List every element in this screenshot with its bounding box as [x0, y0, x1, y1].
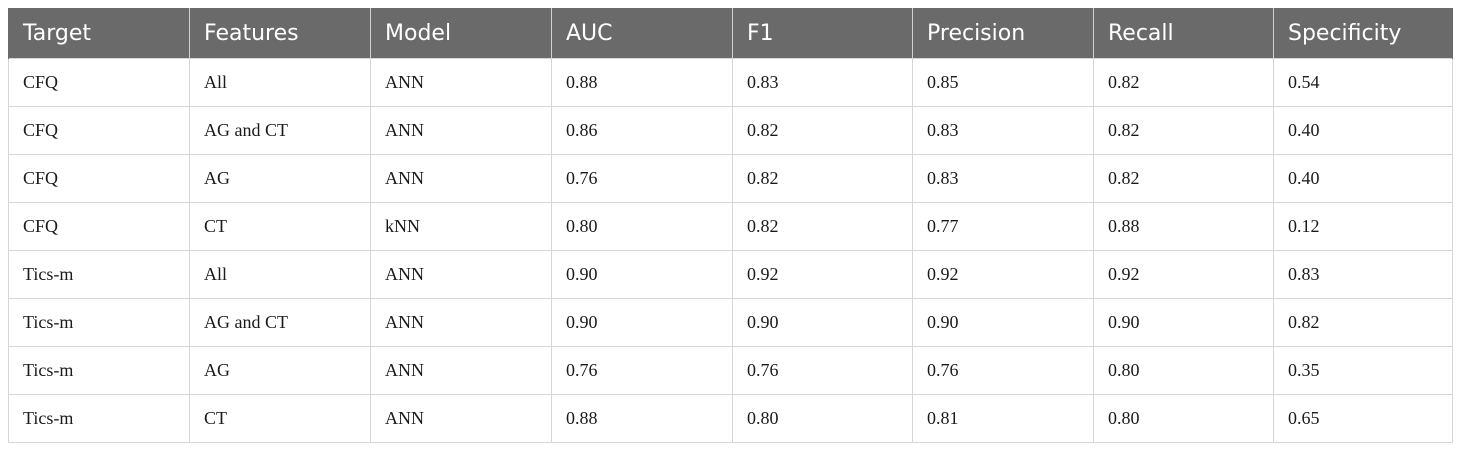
- cell-recall: 0.80: [1093, 394, 1274, 443]
- cell-model: ANN: [370, 106, 552, 155]
- header-f1: F1: [732, 8, 913, 59]
- cell-specificity: 0.83: [1273, 250, 1453, 299]
- header-row: Target Features Model AUC F1 Precision R…: [8, 8, 1453, 59]
- table-row: CFQ All ANN 0.88 0.83 0.85 0.82 0.54: [8, 58, 1453, 107]
- cell-f1: 0.76: [732, 346, 913, 395]
- cell-features: CT: [189, 394, 371, 443]
- table-body: CFQ All ANN 0.88 0.83 0.85 0.82 0.54 CFQ AG and C…: [8, 58, 1453, 443]
- cell-target: Tics-m: [8, 298, 190, 347]
- cell-model: ANN: [370, 154, 552, 203]
- cell-auc: 0.80: [551, 202, 733, 251]
- cell-features: AG and CT: [189, 106, 371, 155]
- cell-precision: 0.81: [912, 394, 1094, 443]
- results-table-container: Target Features Model AUC F1 Precision R…: [8, 8, 1453, 443]
- cell-specificity: 0.40: [1273, 106, 1453, 155]
- cell-recall: 0.88: [1093, 202, 1274, 251]
- cell-auc: 0.88: [551, 58, 733, 107]
- cell-f1: 0.82: [732, 106, 913, 155]
- cell-specificity: 0.65: [1273, 394, 1453, 443]
- cell-recall: 0.90: [1093, 298, 1274, 347]
- cell-target: CFQ: [8, 58, 190, 107]
- header-precision: Precision: [912, 8, 1094, 59]
- cell-specificity: 0.54: [1273, 58, 1453, 107]
- cell-target: Tics-m: [8, 394, 190, 443]
- cell-specificity: 0.82: [1273, 298, 1453, 347]
- cell-auc: 0.88: [551, 394, 733, 443]
- cell-auc: 0.90: [551, 298, 733, 347]
- header-target: Target: [8, 8, 190, 59]
- cell-precision: 0.85: [912, 58, 1094, 107]
- cell-features: AG: [189, 346, 371, 395]
- cell-precision: 0.77: [912, 202, 1094, 251]
- cell-precision: 0.90: [912, 298, 1094, 347]
- cell-target: CFQ: [8, 202, 190, 251]
- cell-recall: 0.82: [1093, 58, 1274, 107]
- cell-f1: 0.80: [732, 394, 913, 443]
- table-row: Tics-m AG and CT ANN 0.90 0.90 0.90 0.90 0.82: [8, 298, 1453, 347]
- table-row: CFQ AG and CT ANN 0.86 0.82 0.83 0.82 0.40: [8, 106, 1453, 155]
- cell-features: AG: [189, 154, 371, 203]
- cell-f1: 0.83: [732, 58, 913, 107]
- cell-precision: 0.76: [912, 346, 1094, 395]
- cell-recall: 0.80: [1093, 346, 1274, 395]
- table-row: Tics-m All ANN 0.90 0.92 0.92 0.92 0.83: [8, 250, 1453, 299]
- cell-auc: 0.76: [551, 154, 733, 203]
- cell-auc: 0.86: [551, 106, 733, 155]
- header-specificity: Specificity: [1273, 8, 1453, 59]
- header-features: Features: [189, 8, 371, 59]
- cell-recall: 0.82: [1093, 154, 1274, 203]
- cell-precision: 0.92: [912, 250, 1094, 299]
- cell-model: kNN: [370, 202, 552, 251]
- cell-recall: 0.92: [1093, 250, 1274, 299]
- cell-model: ANN: [370, 58, 552, 107]
- cell-f1: 0.82: [732, 154, 913, 203]
- cell-specificity: 0.12: [1273, 202, 1453, 251]
- cell-f1: 0.82: [732, 202, 913, 251]
- results-table: Target Features Model AUC F1 Precision R…: [8, 8, 1453, 443]
- cell-model: ANN: [370, 298, 552, 347]
- cell-auc: 0.76: [551, 346, 733, 395]
- header-auc: AUC: [551, 8, 733, 59]
- cell-f1: 0.90: [732, 298, 913, 347]
- cell-f1: 0.92: [732, 250, 913, 299]
- table-header: Target Features Model AUC F1 Precision R…: [8, 8, 1453, 59]
- cell-auc: 0.90: [551, 250, 733, 299]
- table-row: CFQ AG ANN 0.76 0.82 0.83 0.82 0.40: [8, 154, 1453, 203]
- cell-model: ANN: [370, 394, 552, 443]
- cell-features: All: [189, 58, 371, 107]
- cell-features: All: [189, 250, 371, 299]
- cell-features: AG and CT: [189, 298, 371, 347]
- cell-features: CT: [189, 202, 371, 251]
- cell-precision: 0.83: [912, 154, 1094, 203]
- cell-model: ANN: [370, 346, 552, 395]
- cell-precision: 0.83: [912, 106, 1094, 155]
- cell-specificity: 0.40: [1273, 154, 1453, 203]
- table-row: Tics-m CT ANN 0.88 0.80 0.81 0.80 0.65: [8, 394, 1453, 443]
- cell-specificity: 0.35: [1273, 346, 1453, 395]
- cell-target: CFQ: [8, 154, 190, 203]
- header-recall: Recall: [1093, 8, 1274, 59]
- table-row: Tics-m AG ANN 0.76 0.76 0.76 0.80 0.35: [8, 346, 1453, 395]
- header-model: Model: [370, 8, 552, 59]
- cell-model: ANN: [370, 250, 552, 299]
- cell-target: Tics-m: [8, 250, 190, 299]
- cell-target: CFQ: [8, 106, 190, 155]
- cell-target: Tics-m: [8, 346, 190, 395]
- cell-recall: 0.82: [1093, 106, 1274, 155]
- table-row: CFQ CT kNN 0.80 0.82 0.77 0.88 0.12: [8, 202, 1453, 251]
